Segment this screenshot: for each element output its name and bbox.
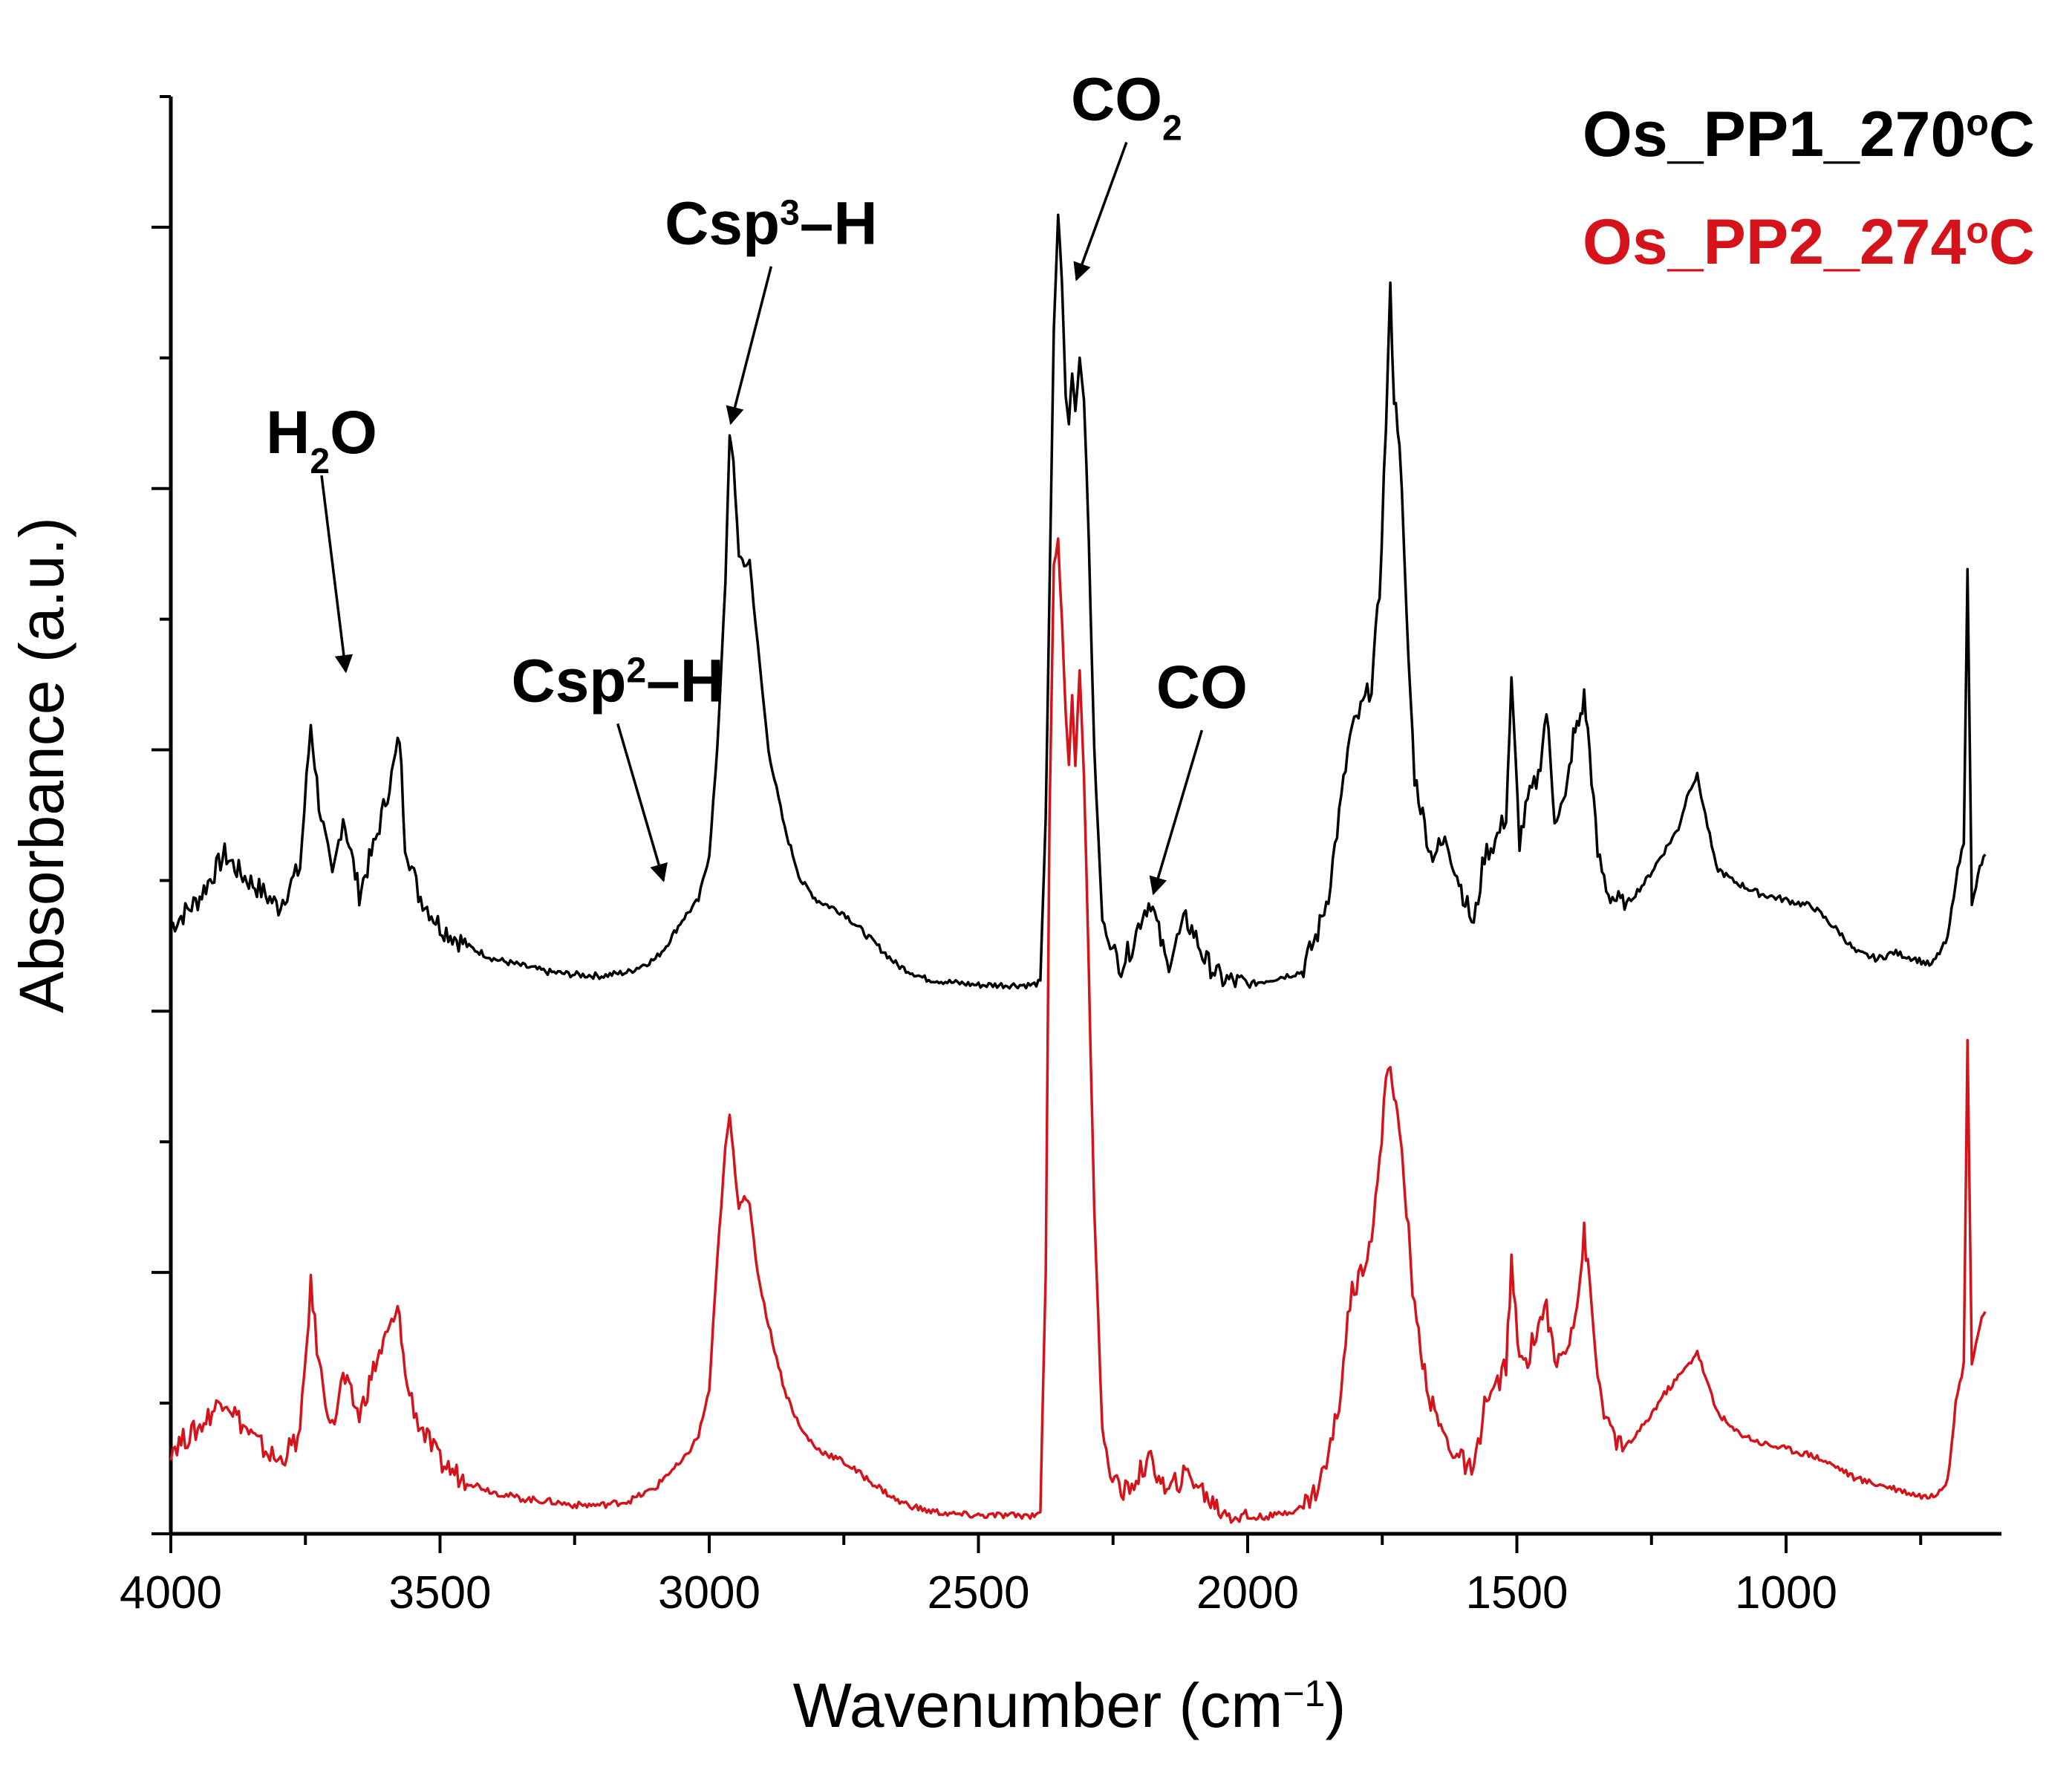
x-tick-label: 3000 (658, 1567, 760, 1618)
co-arrow (1149, 729, 1204, 896)
h2o-arrow (320, 475, 354, 674)
h2o-label-rest: O (330, 399, 377, 466)
h2o-label-main: H (266, 399, 310, 466)
x-tick-label: 1000 (1735, 1567, 1837, 1618)
y-axis-ticks (152, 95, 171, 1535)
legend-entry-2-name: Os_PP2_274 (1583, 206, 1967, 278)
h2o-label-sub: 2 (310, 442, 330, 481)
co-label: CO (1156, 654, 1248, 721)
x-axis-ticks: 4000 3500 3000 2500 2000 1500 1000 (120, 1534, 1923, 1618)
csp2-label-sup: 2 (626, 651, 646, 690)
legend: Os_PP1_270oC Os_PP2_274oC (1583, 99, 2035, 278)
csp3-label-sup: 3 (780, 193, 800, 232)
axes (169, 97, 2001, 1536)
legend-entry-1-unit: C (1989, 99, 2035, 170)
csp3-label-main: Csp (665, 190, 780, 258)
legend-entry-1-degree: o (1966, 102, 1989, 143)
csp3-label-rest: –H (800, 190, 878, 258)
legend-entry-1-name: Os_PP1_270 (1583, 99, 1966, 170)
x-tick-label: 4000 (120, 1567, 222, 1618)
x-axis-title: Wavenumber (cm−1) (793, 1670, 1346, 1740)
series-line-1 (169, 213, 1987, 990)
co2-label-sub: 2 (1162, 108, 1182, 148)
csp3-arrow (726, 266, 773, 426)
csp2-label: Csp2–H (512, 647, 724, 715)
x-tick-label: 3500 (389, 1567, 492, 1618)
x-tick-label: 2500 (928, 1567, 1030, 1618)
legend-entry-2-unit: C (1989, 206, 2035, 278)
co-label-main: CO (1156, 654, 1248, 721)
legend-entry-2: Os_PP2_274oC (1583, 206, 2035, 278)
co2-arrow (1073, 141, 1128, 282)
x-tick-label: 2000 (1196, 1567, 1299, 1618)
csp3-label: Csp3–H (665, 190, 877, 258)
y-axis-title: Absorbance (a.u.) (7, 517, 76, 1013)
series-line-2 (169, 537, 1987, 1524)
x-axis-title-sup: −1 (1283, 1673, 1325, 1714)
x-axis-title-main: Wavenumber (cm (793, 1670, 1283, 1740)
h2o-label: H2O (266, 399, 377, 481)
legend-entry-2-degree: o (1966, 209, 1989, 251)
co2-label-main: CO (1071, 66, 1162, 134)
co2-label: CO2 (1071, 66, 1182, 149)
legend-entry-1: Os_PP1_270oC (1583, 99, 2035, 170)
csp2-arrow (616, 723, 668, 882)
csp2-label-main: Csp (512, 647, 627, 715)
x-axis-title-close: ) (1325, 1670, 1346, 1740)
series-layer (169, 213, 1987, 1524)
x-tick-label: 1500 (1466, 1567, 1568, 1618)
csp2-label-rest: –H (646, 647, 724, 715)
